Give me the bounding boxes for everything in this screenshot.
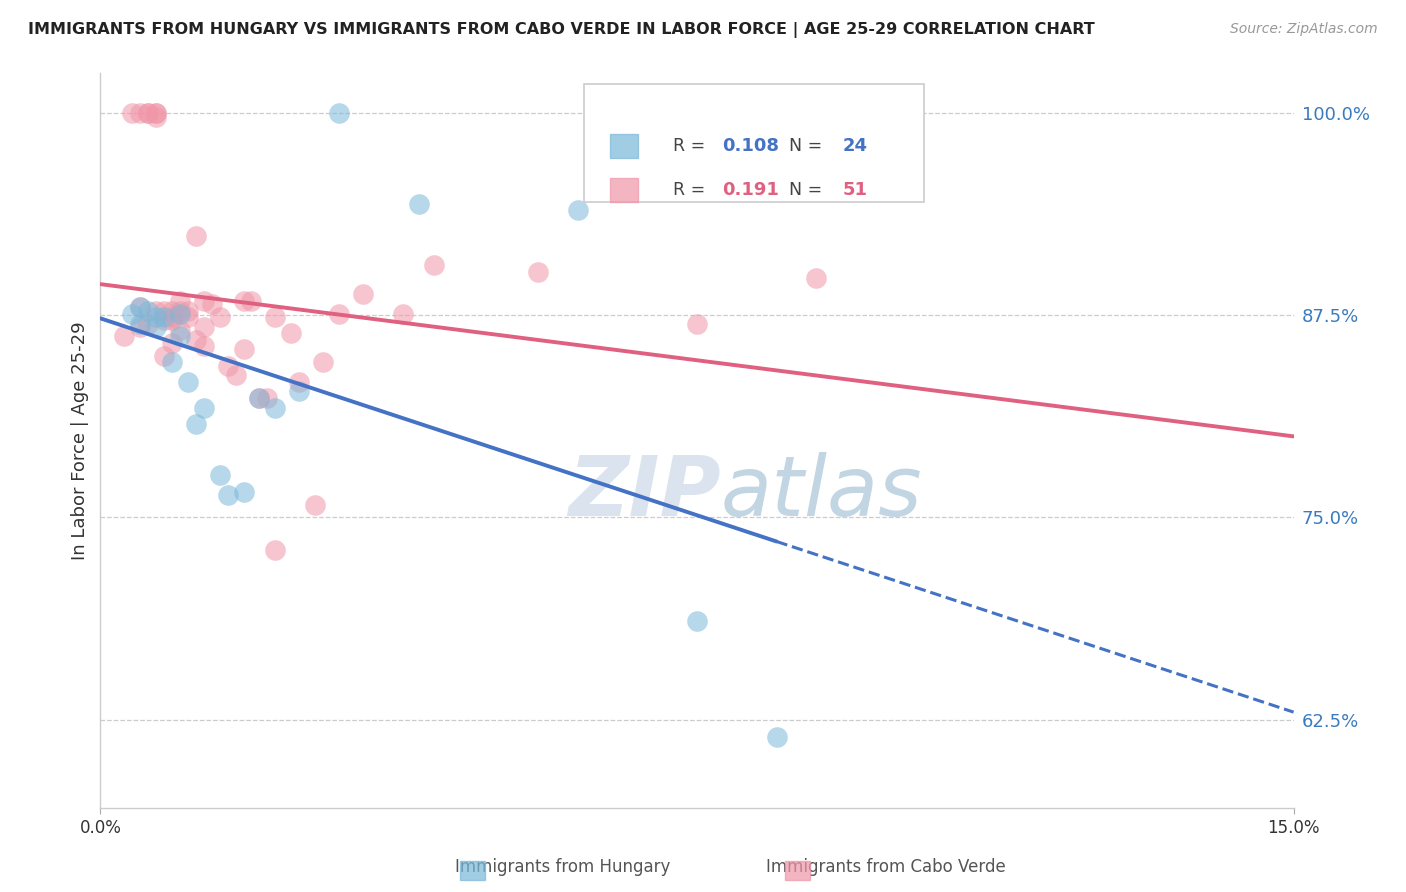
Point bbox=[177, 375, 200, 389]
Point bbox=[193, 293, 215, 308]
Point bbox=[201, 297, 224, 311]
Point bbox=[136, 303, 159, 318]
Point bbox=[153, 349, 176, 363]
Point bbox=[408, 197, 430, 211]
Point bbox=[184, 229, 207, 244]
Text: R =: R = bbox=[673, 181, 711, 199]
Point bbox=[391, 307, 413, 321]
Point bbox=[145, 106, 167, 120]
Point bbox=[264, 542, 287, 557]
Point bbox=[423, 258, 446, 272]
Point bbox=[217, 488, 239, 502]
Point bbox=[136, 106, 159, 120]
Point bbox=[136, 106, 159, 120]
Text: N =: N = bbox=[789, 136, 823, 155]
Point bbox=[249, 391, 271, 405]
Point bbox=[288, 384, 311, 399]
Point bbox=[129, 317, 152, 331]
Point bbox=[232, 484, 254, 499]
Point bbox=[160, 355, 183, 369]
Text: IMMIGRANTS FROM HUNGARY VS IMMIGRANTS FROM CABO VERDE IN LABOR FORCE | AGE 25-29: IMMIGRANTS FROM HUNGARY VS IMMIGRANTS FR… bbox=[28, 22, 1095, 38]
Point bbox=[129, 319, 152, 334]
Point bbox=[232, 343, 254, 357]
Point bbox=[153, 310, 176, 324]
Point bbox=[169, 303, 191, 318]
Point bbox=[193, 401, 215, 415]
Text: Immigrants from Cabo Verde: Immigrants from Cabo Verde bbox=[766, 858, 1005, 876]
Point bbox=[249, 391, 271, 405]
Point bbox=[288, 375, 311, 389]
FancyBboxPatch shape bbox=[583, 84, 924, 202]
Point bbox=[145, 110, 167, 124]
Point bbox=[121, 307, 143, 321]
Point bbox=[225, 368, 247, 383]
Point bbox=[304, 498, 326, 512]
Text: 0.191: 0.191 bbox=[723, 181, 779, 199]
Point bbox=[145, 106, 167, 120]
Point bbox=[686, 614, 709, 628]
Point bbox=[145, 303, 167, 318]
Point bbox=[160, 335, 183, 350]
Text: N =: N = bbox=[789, 181, 823, 199]
Point bbox=[177, 303, 200, 318]
Point bbox=[129, 106, 152, 120]
Point bbox=[129, 301, 152, 315]
Point bbox=[160, 313, 183, 327]
Point bbox=[527, 265, 550, 279]
Point bbox=[169, 323, 191, 337]
Point bbox=[352, 287, 374, 301]
Point bbox=[145, 310, 167, 324]
Text: 51: 51 bbox=[842, 181, 868, 199]
Point bbox=[177, 310, 200, 324]
Point bbox=[136, 317, 159, 331]
Text: Source: ZipAtlas.com: Source: ZipAtlas.com bbox=[1230, 22, 1378, 37]
Text: 0.108: 0.108 bbox=[723, 136, 779, 155]
Point bbox=[169, 329, 191, 343]
Point bbox=[112, 329, 135, 343]
Point bbox=[184, 333, 207, 347]
Point bbox=[280, 326, 302, 341]
Text: ZIP: ZIP bbox=[568, 451, 721, 533]
Point bbox=[145, 319, 167, 334]
Point bbox=[193, 339, 215, 353]
Point bbox=[184, 417, 207, 431]
Text: 24: 24 bbox=[842, 136, 868, 155]
Point bbox=[567, 203, 589, 218]
Point bbox=[153, 303, 176, 318]
Point bbox=[193, 319, 215, 334]
Y-axis label: In Labor Force | Age 25-29: In Labor Force | Age 25-29 bbox=[72, 321, 89, 560]
Point bbox=[232, 293, 254, 308]
Point bbox=[153, 313, 176, 327]
Point bbox=[217, 359, 239, 373]
Point bbox=[240, 293, 263, 308]
Text: R =: R = bbox=[673, 136, 711, 155]
Point bbox=[129, 301, 152, 315]
Point bbox=[806, 271, 828, 285]
Bar bbox=[610, 134, 638, 158]
Point bbox=[328, 106, 350, 120]
Point bbox=[169, 293, 191, 308]
Point bbox=[328, 307, 350, 321]
Text: atlas: atlas bbox=[721, 451, 922, 533]
Bar bbox=[610, 178, 638, 202]
Point bbox=[121, 106, 143, 120]
Point bbox=[160, 310, 183, 324]
Point bbox=[765, 731, 787, 745]
Point bbox=[208, 468, 231, 483]
Point bbox=[264, 310, 287, 324]
Point bbox=[169, 307, 191, 321]
Point bbox=[160, 303, 183, 318]
Point bbox=[264, 401, 287, 415]
Point bbox=[208, 310, 231, 324]
Point bbox=[256, 391, 278, 405]
Text: Immigrants from Hungary: Immigrants from Hungary bbox=[454, 858, 671, 876]
Point bbox=[312, 355, 335, 369]
Point bbox=[686, 317, 709, 331]
